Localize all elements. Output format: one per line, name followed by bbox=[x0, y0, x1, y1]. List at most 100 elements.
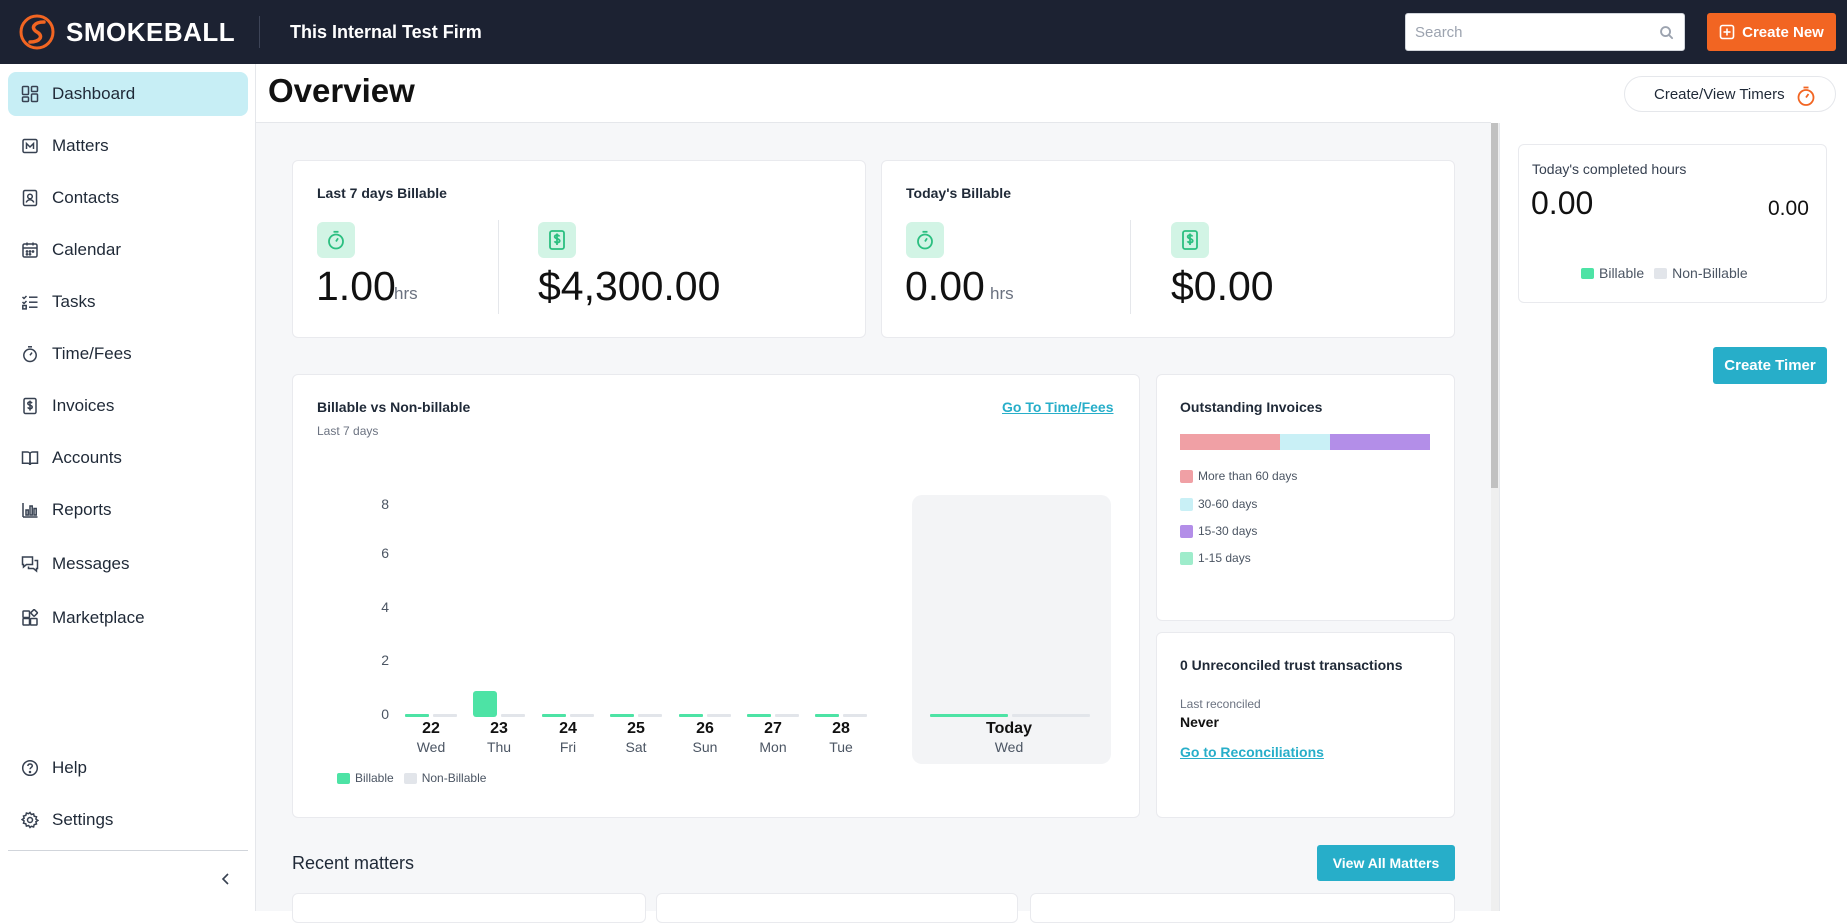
sidebar-item-contacts[interactable]: Contacts bbox=[8, 176, 248, 220]
legend-non-billable: Non-Billable bbox=[1672, 265, 1748, 281]
y-tick-label: 8 bbox=[381, 496, 389, 512]
billable-bar bbox=[815, 714, 839, 717]
outstanding-title: Outstanding Invoices bbox=[1180, 399, 1323, 415]
billable-bar bbox=[405, 714, 429, 717]
completed-hours-legend: Billable Non-Billable bbox=[1581, 265, 1748, 281]
billable-swatch bbox=[337, 772, 350, 784]
legend-label: More than 60 days bbox=[1198, 469, 1298, 483]
sidebar-item-matters[interactable]: Matters bbox=[8, 124, 248, 168]
day-number: 25 bbox=[627, 720, 645, 737]
search-input[interactable] bbox=[1406, 14, 1646, 50]
sidebar-item-time-fees[interactable]: Time/Fees bbox=[8, 332, 248, 376]
calendar-icon bbox=[20, 240, 40, 260]
day-label: 22 Wed bbox=[401, 720, 461, 755]
sidebar-item-reports[interactable]: Reports bbox=[8, 488, 248, 532]
today-title: Today's Billable bbox=[906, 185, 1011, 201]
day-weekday: Tue bbox=[829, 739, 853, 755]
recent-matter-card[interactable] bbox=[1030, 893, 1455, 923]
sidebar-item-calendar[interactable]: Calendar bbox=[8, 228, 248, 272]
sidebar-item-dashboard[interactable]: Dashboard bbox=[8, 72, 248, 116]
legend-item: 1-15 days bbox=[1180, 551, 1251, 565]
recent-matter-card[interactable] bbox=[292, 893, 646, 923]
matters-icon bbox=[20, 136, 40, 156]
trust-title: 0 Unreconciled trust transactions bbox=[1180, 657, 1403, 673]
gear-icon bbox=[20, 810, 40, 830]
go-to-time-fees-link[interactable]: Go To Time/Fees bbox=[1002, 399, 1114, 415]
create-timer-button[interactable]: Create Timer bbox=[1713, 347, 1827, 384]
dashboard-icon bbox=[20, 84, 40, 104]
today-hours-unit: hrs bbox=[990, 284, 1014, 303]
chart-subtitle: Last 7 days bbox=[317, 424, 379, 438]
timers-label: Create/View Timers bbox=[1654, 85, 1785, 103]
swatch bbox=[1180, 469, 1193, 483]
scrollbar-thumb[interactable] bbox=[1491, 123, 1498, 488]
recent-matter-card[interactable] bbox=[656, 893, 1018, 923]
smokeball-logo[interactable]: SMOKEBALL bbox=[18, 13, 235, 51]
swatch bbox=[1180, 524, 1193, 538]
header-divider bbox=[256, 122, 1491, 123]
day-weekday: Mon bbox=[759, 739, 787, 755]
sidebar-item-label: Dashboard bbox=[52, 84, 136, 103]
chat-icon bbox=[20, 554, 40, 574]
today-hours: 0.00 bbox=[905, 263, 985, 309]
sidebar-item-help[interactable]: Help bbox=[8, 746, 248, 790]
legend-item: 15-30 days bbox=[1180, 524, 1257, 538]
top-divider bbox=[259, 16, 260, 48]
chevron-left-icon[interactable] bbox=[218, 871, 234, 887]
day-number: 24 bbox=[559, 720, 577, 737]
last7-title: Last 7 days Billable bbox=[317, 185, 447, 201]
sidebar-item-label: Contacts bbox=[52, 188, 120, 207]
day-weekday: Fri bbox=[559, 739, 577, 755]
sidebar-item-settings[interactable]: Settings bbox=[8, 798, 248, 842]
search-box[interactable] bbox=[1405, 13, 1685, 51]
outstanding-segment bbox=[1280, 434, 1330, 450]
billable-bar bbox=[610, 714, 634, 717]
sidebar-divider bbox=[8, 850, 248, 851]
sidebar-item-tasks[interactable]: Tasks bbox=[8, 280, 248, 324]
day-label: 24 Fri bbox=[538, 720, 598, 755]
day-number: 22 bbox=[422, 720, 440, 737]
contacts-icon bbox=[20, 188, 40, 208]
completed-hours-total: 0.00 bbox=[1531, 185, 1594, 221]
stopwatch-icon bbox=[906, 222, 944, 258]
swatch bbox=[1180, 551, 1193, 565]
sidebar-item-label: Accounts bbox=[52, 448, 122, 467]
apps-icon bbox=[20, 608, 40, 628]
outstanding-segment bbox=[1180, 434, 1280, 450]
sidebar-item-messages[interactable]: Messages bbox=[8, 542, 248, 586]
page-title: Overview bbox=[268, 72, 415, 109]
create-view-timers-button[interactable]: Create/View Timers bbox=[1624, 76, 1836, 112]
today-chart-highlight bbox=[912, 495, 1111, 764]
sidebar: Dashboard Matters Contacts Calendar Task… bbox=[0, 64, 256, 911]
non-billable-bar bbox=[707, 714, 731, 717]
sidebar-item-label: Marketplace bbox=[52, 608, 145, 627]
sidebar-item-invoices[interactable]: Invoices bbox=[8, 384, 248, 428]
last7-billable-card bbox=[292, 160, 866, 338]
sidebar-item-marketplace[interactable]: Marketplace bbox=[8, 596, 248, 640]
legend-billable: Billable bbox=[355, 771, 394, 785]
scrollbar-track[interactable] bbox=[1491, 123, 1499, 911]
last7-hours-unit: hrs bbox=[394, 284, 418, 303]
day-label: 27 Mon bbox=[743, 720, 803, 755]
search-icon[interactable] bbox=[1659, 25, 1674, 40]
completed-hours-secondary: 0.00 bbox=[1768, 197, 1809, 220]
invoice-icon bbox=[20, 396, 40, 416]
last-reconciled-value: Never bbox=[1180, 714, 1219, 730]
sidebar-item-label: Reports bbox=[52, 500, 112, 519]
outstanding-segment bbox=[1330, 434, 1430, 450]
legend-label: 1-15 days bbox=[1198, 551, 1251, 565]
create-new-button[interactable]: Create New bbox=[1707, 13, 1836, 51]
sidebar-item-accounts[interactable]: Accounts bbox=[8, 436, 248, 480]
sidebar-item-label: Tasks bbox=[52, 292, 96, 311]
swatch bbox=[1180, 497, 1193, 511]
non-billable-swatch bbox=[403, 772, 417, 784]
day-number: 27 bbox=[764, 720, 782, 737]
chart-title: Billable vs Non-billable bbox=[317, 399, 471, 415]
chart-legend: Billable Non-Billable bbox=[337, 771, 486, 785]
day-label: 25 Sat bbox=[606, 720, 666, 755]
last7-hours: 1.00 bbox=[316, 263, 396, 309]
billable-bar bbox=[542, 714, 566, 717]
last-reconciled-label: Last reconciled bbox=[1180, 697, 1261, 711]
go-to-reconciliations-link[interactable]: Go to Reconciliations bbox=[1180, 744, 1324, 760]
view-all-matters-button[interactable]: View All Matters bbox=[1317, 845, 1455, 881]
